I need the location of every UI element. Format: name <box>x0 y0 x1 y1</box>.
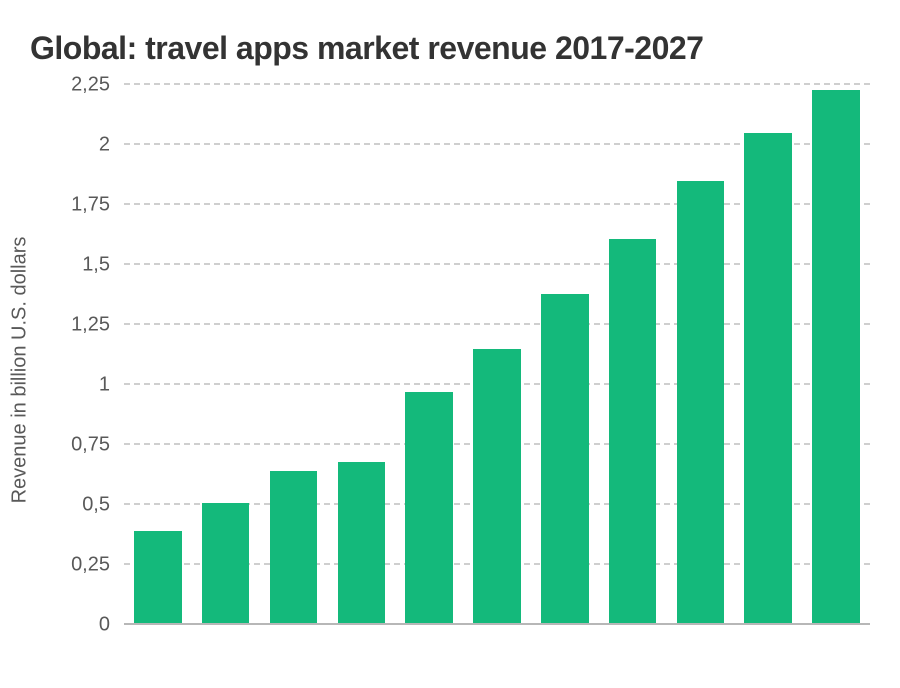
bar <box>270 471 317 625</box>
y-tick-label: 1,75 <box>71 194 110 217</box>
y-tick-label: 0,75 <box>71 434 110 457</box>
bar <box>541 294 588 625</box>
chart-title: Global: travel apps market revenue 2017-… <box>30 30 870 67</box>
bar <box>338 462 385 625</box>
bar <box>744 133 791 625</box>
y-tick-label: 0,25 <box>71 554 110 577</box>
y-tick-label: 1 <box>99 374 110 397</box>
bar <box>677 181 724 625</box>
y-tick-label: 1,25 <box>71 314 110 337</box>
y-axis-label: Revenue in billion U.S. dollars <box>9 237 32 504</box>
x-axis-baseline <box>124 623 870 625</box>
y-tick-label: 2 <box>99 134 110 157</box>
y-tick-label: 1,5 <box>82 254 110 277</box>
bar <box>405 392 452 625</box>
bar <box>812 90 859 625</box>
chart-container: Global: travel apps market revenue 2017-… <box>0 0 900 688</box>
y-tick-label: 2,25 <box>71 74 110 97</box>
bar <box>134 531 181 625</box>
bars-group <box>124 85 870 625</box>
chart-area: Revenue in billion U.S. dollars 00,250,5… <box>30 85 870 655</box>
bar <box>473 349 520 625</box>
bar <box>609 239 656 625</box>
y-tick-label: 0 <box>99 614 110 637</box>
plot-area <box>124 85 870 625</box>
y-tick-label: 0,5 <box>82 494 110 517</box>
y-axis-ticks: 00,250,50,7511,251,51,7522,25 <box>58 85 118 655</box>
bar <box>202 503 249 625</box>
